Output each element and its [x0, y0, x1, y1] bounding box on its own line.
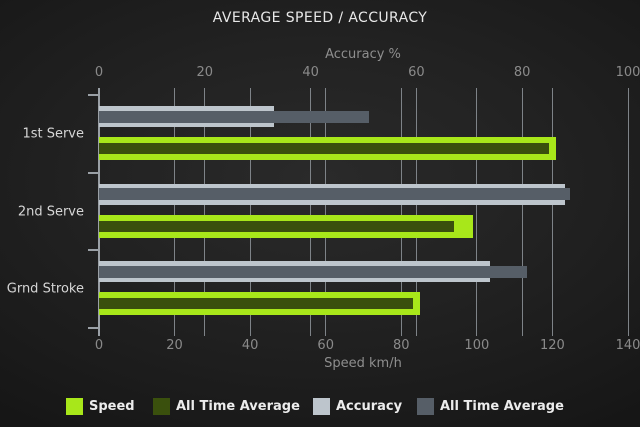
top-axis-tick-label: 60 — [408, 65, 425, 80]
bar-all-time-average-2nd-serve — [99, 220, 455, 232]
legend-swatch-speed-0 — [66, 397, 83, 415]
chart-title: AVERAGE SPEED / ACCURACY — [212, 10, 428, 26]
bottom-gridline-60 — [325, 88, 327, 336]
bottom-gridline-80 — [400, 88, 402, 336]
bottom-gridline-20 — [174, 88, 176, 336]
legend-label: All Time Average — [176, 398, 300, 414]
top-gridline-80 — [521, 88, 523, 336]
legend-label: Accuracy — [336, 398, 403, 414]
top-gridline-60 — [415, 88, 417, 336]
legend: Speed All Time Average Accuracy All Time Av… — [0, 397, 640, 417]
top-axis-tick-label: 100 — [615, 65, 640, 80]
bottom-gridline-140 — [627, 88, 629, 336]
top-axis-title: Accuracy % — [325, 47, 401, 62]
bar-all-time-average-grnd-stroke — [99, 265, 528, 278]
bottom-axis-tick-label: 80 — [393, 338, 410, 353]
legend-item-all-time-average-1: All Time Average — [153, 397, 300, 415]
legend-label: Speed — [89, 398, 135, 414]
bottom-axis-tick-label: 60 — [317, 338, 334, 353]
y-axis-tick — [88, 327, 100, 329]
legend-item-all-time-average-3: All Time Average — [417, 397, 564, 415]
bottom-axis-tick-label: 120 — [540, 338, 565, 353]
top-axis-tick-label: 0 — [94, 65, 104, 80]
bottom-gridline-120 — [551, 88, 553, 336]
bottom-axis-tick-label: 40 — [241, 338, 259, 353]
top-axis-tick-label: 40 — [302, 65, 319, 80]
legend-swatch-accuracy-2 — [313, 397, 330, 415]
top-axis-tick-label: 80 — [513, 65, 531, 80]
y-axis-tick — [88, 94, 100, 96]
category-label: 2nd Serve — [17, 204, 84, 219]
bar-all-time-average-1st-serve — [99, 143, 549, 154]
bottom-axis-tick-label: 0 — [94, 338, 104, 353]
bar-all-time-average-grnd-stroke — [99, 298, 413, 310]
bottom-gridline-100 — [476, 88, 478, 336]
bottom-axis-tick-label: 100 — [464, 338, 490, 353]
legend-label: All Time Average — [440, 398, 564, 414]
bar-all-time-average-2nd-serve — [99, 188, 570, 201]
legend-swatch-all-time-average-3 — [417, 397, 434, 415]
bottom-gridline-40 — [249, 88, 251, 336]
bar-all-time-average-1st-serve — [99, 110, 369, 123]
bottom-axis-tick-label: 140 — [615, 338, 640, 353]
top-gridline-20 — [204, 88, 206, 336]
category-label: 1st Serve — [22, 126, 84, 142]
legend-item-accuracy-2: Accuracy — [313, 397, 402, 415]
legend-item-speed-0: Speed — [66, 397, 135, 415]
top-axis-tick-label: 20 — [196, 65, 214, 80]
category-label: Grnd Stroke — [6, 281, 84, 297]
bottom-axis-tick-label: 20 — [166, 338, 183, 353]
y-axis-spine — [98, 88, 100, 336]
legend-swatch-all-time-average-1 — [153, 397, 170, 415]
y-axis-tick — [88, 249, 100, 252]
y-axis-tick — [88, 171, 100, 174]
top-gridline-40 — [310, 88, 312, 336]
plot-area — [88, 88, 629, 336]
bottom-axis-title: Speed km/h — [324, 356, 402, 371]
